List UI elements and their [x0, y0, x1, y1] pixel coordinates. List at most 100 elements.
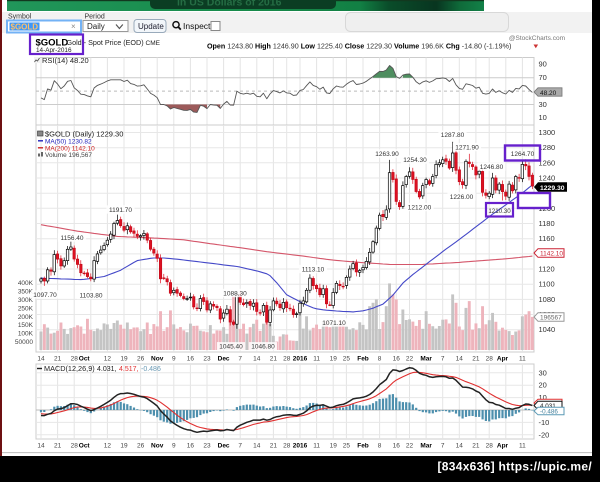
svg-text:7: 7	[238, 356, 242, 363]
svg-text:14: 14	[456, 356, 464, 363]
svg-text:2016: 2016	[293, 356, 308, 363]
svg-text:1226.00: 1226.00	[450, 194, 474, 201]
svg-text:1160: 1160	[539, 234, 555, 243]
svg-text:16: 16	[393, 356, 401, 363]
svg-text:11: 11	[313, 443, 320, 450]
svg-text:1088.30: 1088.30	[223, 290, 247, 297]
svg-text:14: 14	[253, 356, 261, 363]
svg-text:19: 19	[330, 443, 338, 450]
svg-text:21: 21	[472, 356, 480, 363]
svg-text:28: 28	[283, 356, 291, 363]
svg-text:×: ×	[71, 22, 76, 31]
svg-text:1212.00: 1212.00	[408, 204, 432, 211]
svg-text:-10: -10	[539, 418, 550, 427]
svg-text:MACD(12,26,9): MACD(12,26,9)	[44, 364, 95, 373]
svg-text:Nov: Nov	[151, 443, 164, 450]
svg-text:400K: 400K	[18, 280, 34, 287]
svg-text:Symbol: Symbol	[8, 14, 32, 21]
svg-text:25: 25	[343, 443, 351, 450]
svg-text:7: 7	[441, 356, 445, 363]
svg-text:20: 20	[539, 381, 547, 390]
svg-text:8: 8	[378, 443, 382, 450]
svg-text:19: 19	[120, 443, 128, 450]
svg-text:21: 21	[54, 356, 62, 363]
svg-text:1180: 1180	[539, 219, 555, 228]
svg-text:Volume 196,567: Volume 196,567	[45, 152, 92, 159]
svg-text:28: 28	[71, 443, 79, 450]
svg-text:100K: 100K	[18, 331, 34, 338]
svg-text:1271.90: 1271.90	[455, 144, 479, 151]
svg-text:50000: 50000	[15, 339, 33, 346]
svg-text:90: 90	[539, 60, 547, 69]
svg-text:28: 28	[486, 443, 494, 450]
svg-text:23: 23	[203, 356, 211, 363]
svg-text:-20: -20	[539, 430, 550, 439]
svg-text:Mar: Mar	[420, 443, 432, 450]
svg-text:70: 70	[539, 73, 547, 82]
svg-text:48.20: 48.20	[540, 90, 557, 97]
svg-text:21: 21	[54, 443, 62, 450]
svg-text:196567: 196567	[540, 315, 562, 322]
svg-text:7: 7	[238, 443, 242, 450]
svg-text:30: 30	[539, 100, 547, 109]
svg-text:Feb: Feb	[357, 443, 369, 450]
svg-text:10: 10	[539, 113, 547, 122]
svg-text:30: 30	[539, 368, 547, 377]
svg-text:-0.486: -0.486	[141, 366, 161, 373]
svg-text:-0.486: -0.486	[540, 408, 558, 415]
svg-text:1100: 1100	[539, 280, 555, 289]
svg-text:Open 1243.80 High 1246.90 Lo: Open 1243.80 High 1246.90 Low 1225.40 Cl…	[207, 43, 511, 51]
svg-text:150K: 150K	[18, 322, 34, 329]
svg-text:Gold - Spot Price (EOD): Gold - Spot Price (EOD)	[67, 38, 144, 47]
svg-text:14: 14	[37, 443, 45, 450]
svg-text:200K: 200K	[18, 314, 34, 321]
svg-text:1103.80: 1103.80	[79, 292, 102, 299]
svg-text:1040: 1040	[539, 325, 556, 334]
svg-text:1191.70: 1191.70	[109, 207, 132, 214]
svg-text:1120: 1120	[539, 265, 555, 274]
svg-text:1263.90: 1263.90	[375, 151, 399, 158]
svg-text:@StockCharts.com: @StockCharts.com	[509, 35, 565, 42]
svg-text:MA(50) 1230.82: MA(50) 1230.82	[45, 138, 92, 145]
svg-text:1300: 1300	[539, 128, 556, 137]
svg-text:8: 8	[378, 356, 382, 363]
svg-text:Nov: Nov	[151, 356, 164, 363]
svg-text:21: 21	[270, 443, 278, 450]
svg-text:1097.70: 1097.70	[33, 292, 57, 299]
svg-text:1229.30: 1229.30	[540, 185, 565, 192]
svg-text:4.517,: 4.517,	[119, 366, 139, 373]
svg-text:11: 11	[519, 356, 526, 363]
svg-text:1045.40: 1045.40	[219, 344, 243, 351]
svg-text:1287.80: 1287.80	[441, 132, 465, 139]
svg-text:1254.30: 1254.30	[403, 157, 427, 164]
svg-text:Apr: Apr	[497, 356, 509, 363]
svg-text:9: 9	[172, 443, 176, 450]
svg-text:Feb: Feb	[357, 356, 369, 363]
svg-text:1071.10: 1071.10	[322, 320, 346, 327]
svg-text:1210.30: 1210.30	[488, 208, 511, 215]
svg-text:1113.10: 1113.10	[302, 266, 325, 273]
svg-text:14: 14	[456, 443, 464, 450]
svg-text:28: 28	[71, 356, 79, 363]
svg-text:7: 7	[441, 443, 445, 450]
svg-text:12: 12	[104, 443, 112, 450]
svg-text:14: 14	[253, 443, 261, 450]
svg-text:Period: Period	[85, 14, 105, 21]
svg-text:CME: CME	[146, 40, 161, 47]
svg-text:26: 26	[137, 443, 145, 450]
svg-text:22: 22	[406, 356, 414, 363]
svg-text:Update: Update	[138, 22, 164, 31]
svg-text:16: 16	[393, 443, 401, 450]
svg-text:Mar: Mar	[420, 356, 432, 363]
svg-text:[834x636] https://upic.me/: [834x636] https://upic.me/	[437, 460, 592, 474]
svg-text:26: 26	[137, 356, 145, 363]
svg-text:1240: 1240	[539, 174, 556, 183]
svg-text:$GOLD: $GOLD	[11, 23, 39, 32]
svg-text:14: 14	[37, 356, 45, 363]
svg-text:1156.40: 1156.40	[60, 235, 83, 242]
svg-text:23: 23	[203, 443, 211, 450]
svg-text:9: 9	[172, 356, 176, 363]
svg-text:4.031,: 4.031,	[97, 366, 117, 373]
svg-text:21: 21	[270, 356, 278, 363]
svg-text:1264.70: 1264.70	[511, 151, 535, 158]
